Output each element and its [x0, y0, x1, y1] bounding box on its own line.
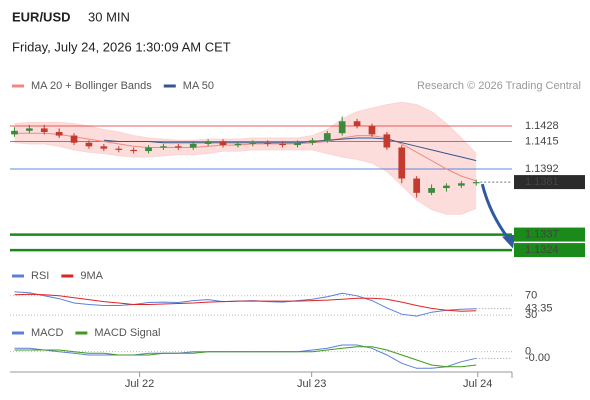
- y-tick-label: 30: [525, 309, 537, 321]
- candle-body: [219, 141, 227, 146]
- level-label: 1.1428: [525, 120, 559, 132]
- bollinger-band: [14, 102, 477, 215]
- level-label-box: [514, 175, 585, 190]
- candle-body: [279, 143, 286, 146]
- symbol: EUR/USD: [12, 9, 71, 24]
- level-label: 1.1324: [525, 244, 559, 256]
- candle-body: [353, 121, 361, 127]
- candle-body: [249, 142, 257, 144]
- legend-label: MA 20 + Bollinger Bands: [31, 80, 152, 92]
- candle-body: [234, 143, 242, 146]
- legend-label: MACD: [31, 327, 63, 339]
- x-tick-label: Jul 24: [463, 378, 492, 390]
- candle-body: [26, 128, 33, 131]
- candle-body: [428, 188, 435, 193]
- level-label-box: [514, 243, 585, 258]
- y-tick-label: 70: [525, 290, 537, 302]
- current-value-label: -0.00: [525, 352, 550, 364]
- level-label: 1.1337: [525, 228, 559, 240]
- candle-body: [458, 183, 465, 186]
- candle-body: [160, 146, 167, 148]
- x-tick-label: Jul 22: [125, 378, 154, 390]
- candle-body: [11, 130, 18, 135]
- candle-body: [70, 135, 78, 143]
- candle-body: [443, 185, 450, 189]
- projection-arrowhead: [502, 234, 515, 249]
- candle-body: [472, 182, 480, 184]
- candle-body: [174, 146, 182, 148]
- series-line: [14, 346, 477, 368]
- legend-label: RSI: [31, 270, 49, 282]
- candle-body: [115, 148, 123, 150]
- candle-body: [323, 133, 331, 141]
- series-line: [103, 137, 477, 162]
- candle-body: [204, 141, 212, 144]
- legend-label: 9MA: [80, 270, 103, 282]
- x-tick-label: Jul 23: [297, 378, 326, 390]
- candle-body: [413, 178, 421, 193]
- candle-body: [40, 128, 48, 132]
- candle-body: [368, 126, 376, 135]
- candle-body: [85, 142, 93, 147]
- credit: Research © 2026 Trading Central: [417, 80, 581, 92]
- bollinger-upper: [14, 101, 477, 154]
- timeframe: 30 MIN: [88, 9, 130, 24]
- candle-body: [130, 149, 137, 152]
- candle-body: [309, 140, 316, 143]
- current-value-label: 43.35: [525, 303, 553, 315]
- candle-body: [264, 142, 272, 144]
- datetime: Friday, July 24, 2026 1:30:09 AM CET: [12, 39, 231, 54]
- candle-body: [338, 121, 346, 134]
- level-label-box: [514, 227, 585, 242]
- series-line: [14, 132, 477, 182]
- candle-body: [383, 134, 391, 148]
- candle-body: [55, 131, 63, 136]
- candle-body: [100, 146, 108, 149]
- level-label: 1.1381: [525, 176, 559, 188]
- legend-label: MACD Signal: [94, 327, 160, 339]
- candle-body: [189, 143, 197, 148]
- bollinger-lower: [14, 142, 477, 215]
- series-line: [14, 293, 477, 312]
- level-label: 1.1415: [525, 135, 559, 147]
- level-label: 1.1392: [525, 163, 559, 175]
- candle-body: [294, 142, 301, 146]
- y-tick-label: 0: [525, 346, 531, 358]
- candle-body: [145, 147, 152, 152]
- legend-label: MA 50: [183, 80, 214, 92]
- candle-body: [398, 147, 406, 179]
